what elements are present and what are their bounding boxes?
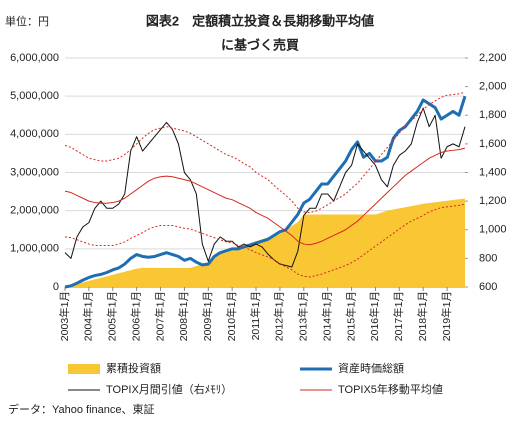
legend-swatch: [68, 364, 100, 374]
x-tick-label: 2011年1月: [249, 291, 262, 340]
y2-tick-label: 1,000: [479, 224, 507, 236]
line: [64, 147, 466, 246]
x-tick-label: 2010年1月: [225, 291, 238, 341]
x-tick-label: 2014年1月: [320, 291, 333, 341]
x-tick-label: 2007年1月: [153, 291, 166, 341]
y2-tick-label: 1,400: [479, 166, 507, 178]
y2-tick-label: 2,000: [479, 81, 507, 93]
y-tick-label: 0: [53, 281, 59, 293]
legend-label: TOPIX月間引値（右ﾒﾓﾘ）: [106, 382, 232, 396]
x-tick-label: 2004年1月: [82, 291, 95, 341]
y2-tick-label: 2,200: [479, 52, 507, 64]
x-tick-label: 2005年1月: [106, 291, 119, 341]
chart-title: に基づく売買: [221, 37, 299, 52]
y2-tick-label: 1,800: [479, 109, 507, 121]
x-tick-label: 2015年1月: [344, 291, 357, 341]
x-tick-label: 2003年1月: [58, 291, 71, 341]
y2-tick-label: 800: [479, 252, 497, 264]
y-tick-label: 2,000,000: [10, 205, 59, 217]
x-tick-label: 2012年1月: [273, 291, 286, 341]
y-tick-label: 1,000,000: [10, 243, 59, 255]
y-tick-label: 6,000,000: [10, 52, 59, 64]
y-tick-label: 3,000,000: [10, 166, 59, 178]
x-tick-label: 2006年1月: [129, 291, 142, 341]
x-tick-label: 2016年1月: [368, 291, 381, 341]
y-tick-label: 5,000,000: [10, 90, 59, 102]
legend-label: 資産時価総額: [338, 361, 404, 375]
area: [65, 198, 465, 287]
band-line: [64, 91, 466, 214]
y2-tick-label: 600: [479, 281, 497, 293]
x-tick-label: 2019年1月: [440, 291, 453, 341]
chart-title: 図表2 定額積立投資＆長期移動平均値: [146, 13, 374, 28]
x-tick-label: 2013年1月: [297, 291, 310, 341]
y-tick-label: 4,000,000: [10, 128, 59, 140]
legend-label: TOPIX5年移動平均値: [338, 382, 443, 396]
unit-label: 単位：円: [5, 14, 49, 28]
x-tick-label: 2009年1月: [201, 291, 214, 341]
y2-tick-label: 1,200: [479, 195, 507, 207]
band-line: [64, 203, 466, 278]
source-note: データ：Yahoo finance、東証: [8, 402, 155, 416]
legend-label: 累積投資額: [106, 361, 161, 375]
x-tick-label: 2017年1月: [392, 291, 405, 341]
x-tick-label: 2018年1月: [416, 291, 429, 341]
x-tick-label: 2008年1月: [177, 291, 190, 341]
y2-tick-label: 1,600: [479, 138, 507, 150]
line: [64, 95, 467, 289]
